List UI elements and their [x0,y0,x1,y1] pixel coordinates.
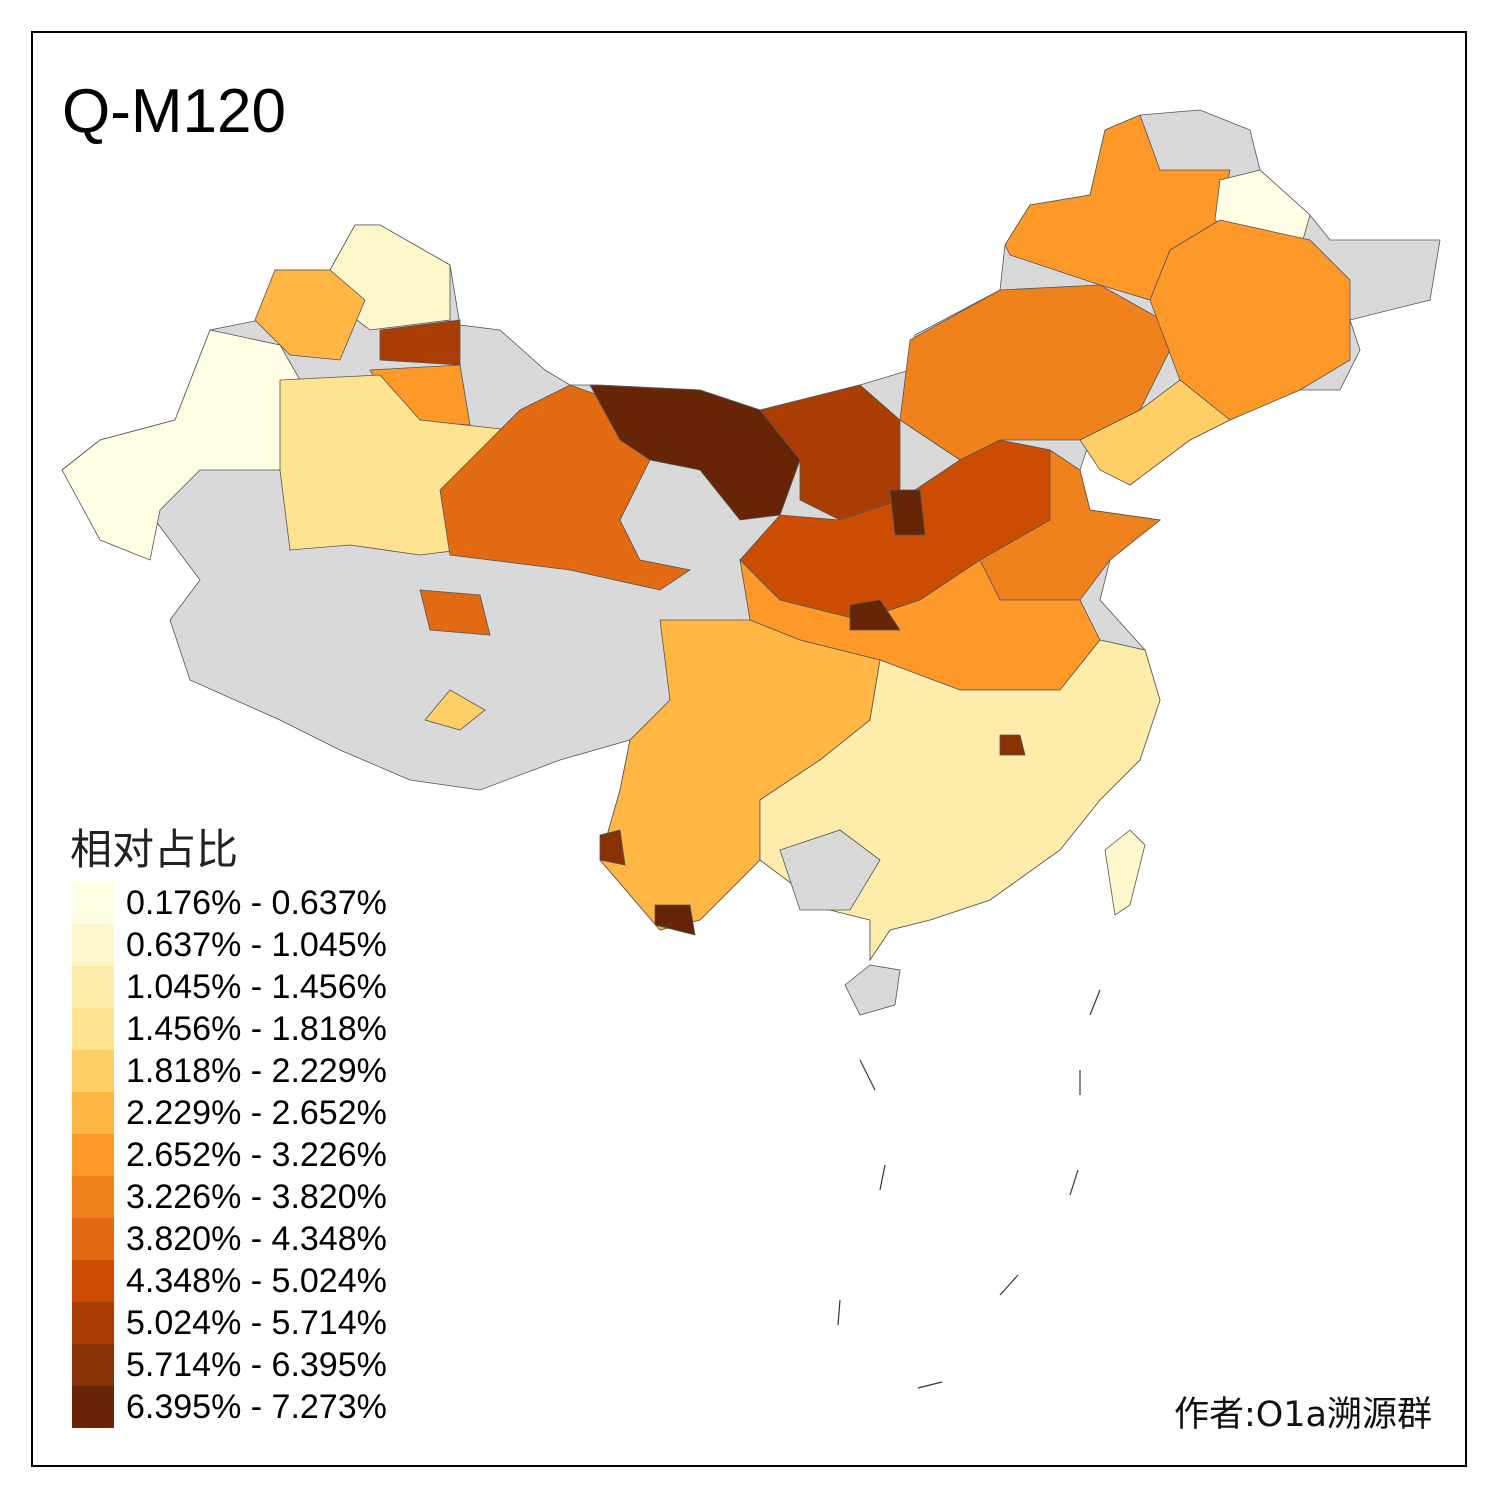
nine-dash-line-segment [1089,989,1101,1016]
legend-swatch [72,1218,114,1260]
legend-item: 1.456% - 1.818% [72,1008,387,1050]
legend-item: 5.024% - 5.714% [72,1302,387,1344]
legend-label: 2.652% - 3.226% [126,1135,387,1174]
legend-item: 1.045% - 1.456% [72,966,387,1008]
region-liaoning [1079,379,1231,486]
legend-item: 3.820% - 4.348% [72,1218,387,1260]
legend-item: 1.818% - 2.229% [72,1050,387,1092]
region-jilin-heilongjiang [1149,219,1351,421]
legend-label: 1.456% - 1.818% [126,1009,387,1048]
legend-label: 5.714% - 6.395% [126,1345,387,1384]
legend-swatch [72,1344,114,1386]
legend-swatch [72,1302,114,1344]
map-frame [31,31,1467,1467]
nine-dash-line-segment [1069,1169,1079,1196]
legend-swatch [72,1386,114,1428]
region-henan-dark [849,599,901,631]
nine-dash-line-segment [999,1274,1019,1296]
region-tibet-south [424,689,486,731]
legend-label: 2.229% - 2.652% [126,1093,387,1132]
legend-label: 1.045% - 1.456% [126,967,387,1006]
legend-label: 0.176% - 0.637% [126,883,387,922]
legend-label: 1.818% - 2.229% [126,1051,387,1090]
legend-item: 2.652% - 3.226% [72,1134,387,1176]
region-ili [254,269,366,361]
legend-swatch [72,924,114,966]
legend-item: 4.348% - 5.024% [72,1260,387,1302]
legend-label: 4.348% - 5.024% [126,1261,387,1300]
nine-dash-line-segment [859,1059,876,1091]
region-tibet-north [419,589,491,636]
legend-item: 2.229% - 2.652% [72,1092,387,1134]
region-hainan [844,964,901,1016]
region-guangxi-nodata [779,829,881,911]
legend-title: 相对占比 [70,825,239,874]
region-heilongjiang-north [1004,114,1231,301]
legend-label: 0.637% - 1.045% [126,925,387,964]
legend-item: 5.714% - 6.395% [72,1344,387,1386]
legend-label: 5.024% - 5.714% [126,1303,387,1342]
map-title: Q-M120 [62,77,286,146]
region-taiwan [1104,829,1146,916]
nine-dash-line-segment [917,1381,943,1389]
legend-label: 3.226% - 3.820% [126,1177,387,1216]
legend-swatch [72,966,114,1008]
nine-dash-line-segment [837,1299,841,1326]
legend-label: 3.820% - 4.348% [126,1219,387,1258]
legend: 0.176% - 0.637% 0.637% - 1.045% 1.045% - 1… [72,882,387,1428]
legend-swatch [72,1134,114,1176]
legend-swatch [72,882,114,924]
legend-swatch [72,1092,114,1134]
legend-swatch [72,1176,114,1218]
region-jiangxi-dark [999,734,1026,756]
legend-item: 0.176% - 0.637% [72,882,387,924]
legend-item: 6.395% - 7.273% [72,1386,387,1428]
legend-swatch [72,1008,114,1050]
legend-swatch [72,1260,114,1302]
region-yunnan-west-dark [599,829,626,866]
region-shanxi-dark [889,489,926,536]
region-yunnan-south-dark [654,904,696,936]
region-west-inner-mongolia [589,384,801,521]
legend-swatch [72,1050,114,1092]
author-credit: 作者:O1a溯源群 [1173,1395,1432,1435]
legend-label: 6.395% - 7.273% [126,1387,387,1426]
region-hebei-shandong [979,449,1161,601]
legend-item: 3.226% - 3.820% [72,1176,387,1218]
legend-item: 0.637% - 1.045% [72,924,387,966]
nine-dash-line-segment [879,1164,886,1191]
